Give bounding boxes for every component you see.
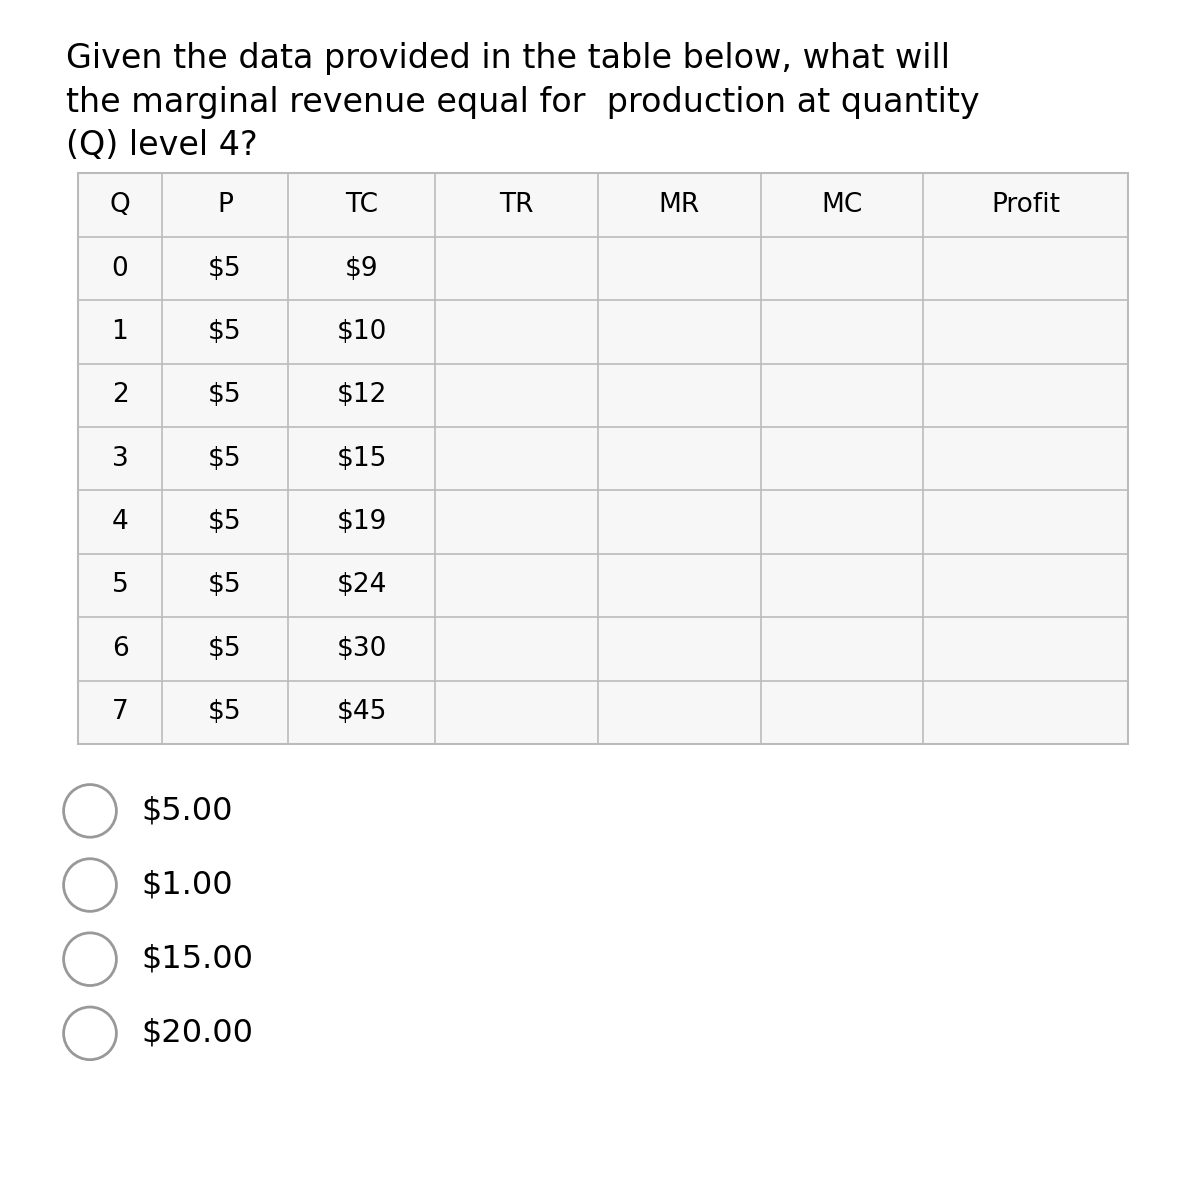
Text: $5: $5 [208, 383, 242, 408]
Text: $5: $5 [208, 573, 242, 598]
Text: $15: $15 [336, 446, 386, 471]
Text: $12: $12 [336, 383, 386, 408]
Text: TR: TR [499, 193, 534, 218]
Text: $5: $5 [208, 509, 242, 535]
Circle shape [64, 785, 116, 837]
Text: $5: $5 [208, 319, 242, 344]
Text: 2: 2 [112, 383, 128, 408]
Text: $10: $10 [336, 319, 386, 344]
Text: $9: $9 [344, 256, 378, 281]
Text: $1.00: $1.00 [142, 869, 233, 901]
Text: $15.00: $15.00 [142, 944, 253, 975]
Text: P: P [217, 193, 233, 218]
Text: 3: 3 [112, 446, 128, 471]
FancyBboxPatch shape [78, 173, 1128, 744]
Text: $5: $5 [208, 446, 242, 471]
Text: $45: $45 [336, 700, 386, 725]
Text: 1: 1 [112, 319, 128, 344]
Circle shape [64, 859, 116, 911]
Circle shape [64, 933, 116, 986]
Text: $20.00: $20.00 [142, 1018, 253, 1049]
Text: Profit: Profit [991, 193, 1060, 218]
Text: $19: $19 [336, 509, 386, 535]
Text: $5: $5 [208, 636, 242, 661]
Text: $5: $5 [208, 256, 242, 281]
Text: Given the data provided in the table below, what will: Given the data provided in the table bel… [66, 42, 950, 75]
Text: 0: 0 [112, 256, 128, 281]
Text: the marginal revenue equal for  production at quantity: the marginal revenue equal for productio… [66, 86, 979, 120]
Text: MC: MC [821, 193, 863, 218]
Text: $30: $30 [336, 636, 386, 661]
Text: 4: 4 [112, 509, 128, 535]
Circle shape [64, 1007, 116, 1060]
Text: Q: Q [109, 193, 131, 218]
Text: 5: 5 [112, 573, 128, 598]
Text: TC: TC [346, 193, 378, 218]
Text: (Q) level 4?: (Q) level 4? [66, 129, 258, 163]
Text: $24: $24 [336, 573, 386, 598]
Text: $5.00: $5.00 [142, 795, 233, 826]
Text: 6: 6 [112, 636, 128, 661]
Text: 7: 7 [112, 700, 128, 725]
Text: MR: MR [659, 193, 700, 218]
Text: $5: $5 [208, 700, 242, 725]
